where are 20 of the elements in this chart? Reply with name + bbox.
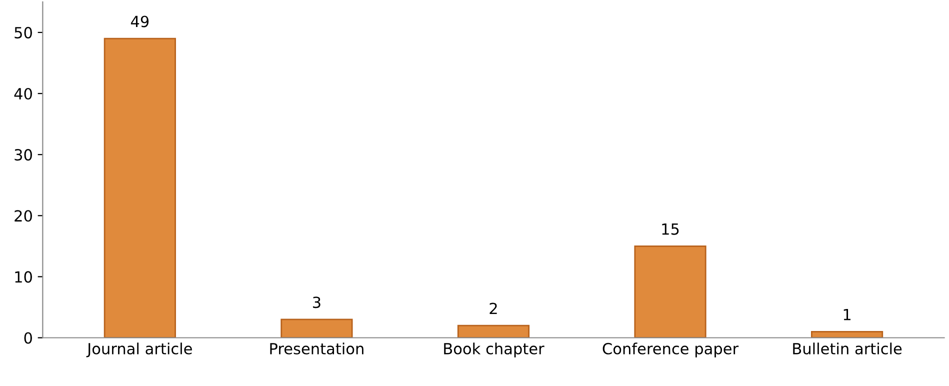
y-tick-label: 10 xyxy=(15,271,32,283)
x-tick-label: Book chapter xyxy=(444,342,544,358)
data-label: 3 xyxy=(313,296,320,308)
x-tick-label: Journal article xyxy=(86,342,192,358)
x-tick-label: Presentation xyxy=(270,342,364,354)
data-label: 1 xyxy=(844,308,850,320)
bar xyxy=(104,38,176,338)
data-label: 49 xyxy=(130,16,149,28)
y-tick-label: 50 xyxy=(14,26,32,38)
y-tick-label: 40 xyxy=(14,88,32,100)
data-label: 2 xyxy=(490,302,497,314)
y-tick-label: 20 xyxy=(14,210,32,222)
y-tick-label: 0 xyxy=(24,332,32,344)
bar xyxy=(280,318,353,338)
x-tick-label: Bulletin article xyxy=(793,342,902,354)
bar xyxy=(634,245,706,338)
data-label: 15 xyxy=(662,224,679,235)
x-tick-label: Conference paper xyxy=(602,342,739,358)
y-tick-label: 30 xyxy=(14,149,32,161)
bar xyxy=(457,324,530,338)
